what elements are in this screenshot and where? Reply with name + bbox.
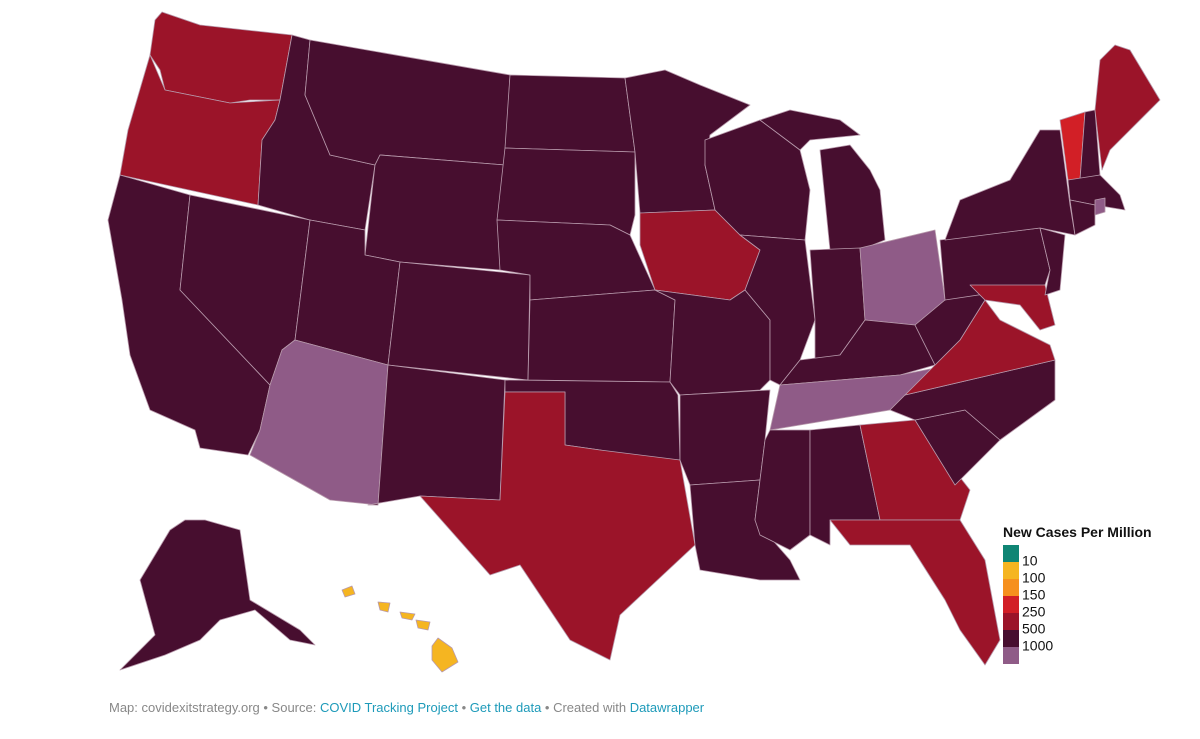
- footer-text: Map: covidexitstrategy.org • Source:: [109, 700, 320, 715]
- state: [679, 389, 771, 486]
- legend-swatch: [1003, 579, 1019, 596]
- state: [504, 74, 636, 153]
- legend-swatch: [1003, 545, 1019, 562]
- state: [829, 519, 1001, 666]
- state: [819, 144, 886, 251]
- state: [415, 619, 431, 631]
- state: [364, 154, 506, 271]
- state: [1069, 199, 1096, 236]
- state: [119, 519, 316, 671]
- legend-swatch: [1003, 596, 1019, 613]
- legend-label: 250: [1022, 604, 1046, 620]
- legend-label: 1000: [1022, 638, 1053, 654]
- state: [304, 39, 511, 166]
- footer-link[interactable]: COVID Tracking Project: [319, 700, 458, 715]
- state: [759, 109, 861, 151]
- state: [387, 261, 531, 381]
- legend-label: 100: [1022, 570, 1046, 586]
- legend-title: New Cases Per Million: [1003, 524, 1152, 540]
- state: [1039, 227, 1066, 296]
- footer: Map: covidexitstrategy.org • Source: COV…: [109, 700, 704, 715]
- states: [107, 11, 1161, 673]
- state: [527, 289, 676, 383]
- footer-text: •: [457, 700, 470, 715]
- legend-label: 500: [1022, 621, 1046, 637]
- legend-swatch: [1003, 562, 1019, 579]
- state: [367, 364, 506, 506]
- state: [654, 289, 771, 396]
- footer-link[interactable]: Get the data: [469, 700, 542, 715]
- state: [341, 585, 356, 598]
- state: [944, 129, 1076, 241]
- legend-label: 10: [1022, 553, 1038, 569]
- state: [399, 611, 416, 621]
- legend-swatch: [1003, 647, 1019, 664]
- state: [431, 637, 459, 673]
- footer-text: • Created with: [541, 700, 630, 715]
- legend-swatch: [1003, 613, 1019, 630]
- legend-label: 150: [1022, 587, 1046, 603]
- state: [859, 419, 971, 521]
- state: [969, 284, 1056, 331]
- legend-swatch: [1003, 630, 1019, 647]
- state: [1094, 44, 1161, 171]
- state: [377, 601, 391, 613]
- state: [419, 391, 696, 661]
- state: [739, 234, 816, 386]
- state: [1094, 197, 1106, 216]
- state: [149, 11, 293, 104]
- footer-link[interactable]: Datawrapper: [629, 700, 705, 715]
